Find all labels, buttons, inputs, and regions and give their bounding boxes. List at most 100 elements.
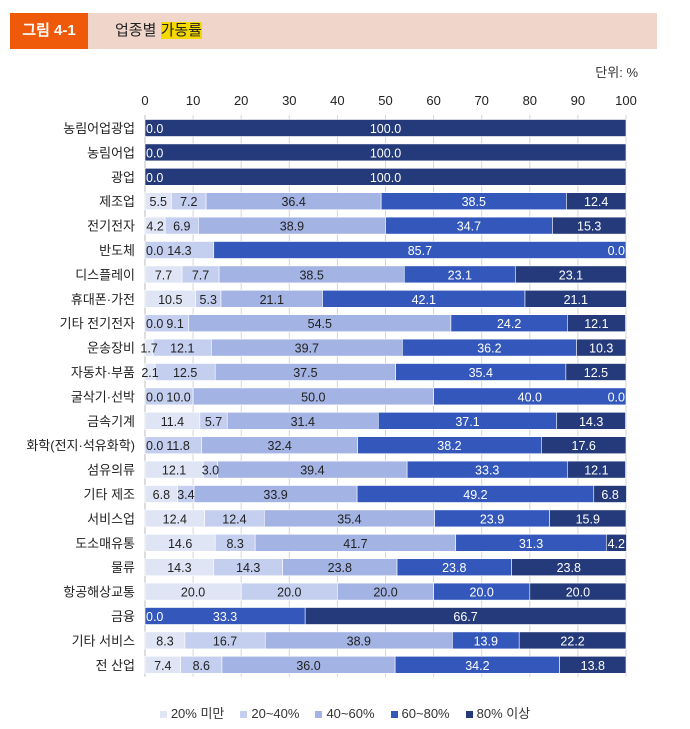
data-label: 12.5 (584, 366, 608, 380)
data-label: 20.0 (277, 586, 301, 600)
data-label: 17.6 (572, 439, 596, 453)
data-label: 7.7 (155, 268, 172, 282)
legend-item: 60~80% (390, 706, 450, 721)
data-label: 23.8 (328, 561, 352, 575)
data-label: 11.8 (166, 439, 189, 453)
data-label: 12.5 (173, 366, 197, 380)
data-label: 20.0 (181, 586, 205, 600)
data-label: 23.9 (480, 512, 504, 526)
data-label: 0.0 (608, 244, 625, 258)
data-label: 38.2 (437, 439, 461, 453)
legend-item: 80% 이상 (465, 703, 531, 722)
category-label: 광업 (111, 170, 135, 185)
x-tick-label: 80 (523, 93, 537, 108)
category-label: 굴삭기·선박 (71, 389, 135, 404)
data-label: 4.2 (608, 537, 625, 551)
category-label: 자동차·부품 (71, 365, 135, 380)
bar-segment (567, 460, 626, 479)
bar-segment (518, 631, 627, 650)
bar-segment (144, 168, 627, 186)
x-tick-label: 30 (282, 93, 296, 108)
legend-label: 20~40% (251, 706, 300, 721)
data-label: 12.1 (584, 464, 608, 478)
data-label: 14.3 (236, 561, 260, 575)
data-label: 6.8 (601, 488, 618, 502)
category-label: 운송장비 (87, 341, 135, 356)
category-label: 금속기계 (87, 414, 135, 429)
data-label: 7.7 (192, 268, 209, 282)
bar-segment (524, 289, 627, 308)
data-label: 14.6 (168, 537, 192, 551)
category-label: 기타 서비스 (72, 633, 135, 648)
data-label: 0.0 (608, 390, 625, 404)
x-tick-label: 40 (330, 93, 344, 108)
data-label: 21.1 (564, 293, 588, 307)
category-label: 기타 전기전자 (60, 316, 135, 331)
bar-segment (304, 607, 627, 625)
data-label: 7.2 (180, 195, 197, 209)
data-label: 12.1 (170, 342, 194, 356)
bar-segment (559, 655, 627, 674)
data-label: 100.0 (370, 146, 401, 160)
data-label: 39.7 (295, 342, 319, 356)
data-label: 20.0 (470, 586, 494, 600)
legend-label: 60~80% (401, 706, 450, 721)
data-label: 32.4 (268, 439, 292, 453)
data-label: 36.2 (477, 342, 501, 356)
category-label: 화학(전지·석유화학) (26, 438, 135, 453)
data-label: 14.3 (579, 415, 603, 429)
unit-label: 단위: % (595, 65, 638, 80)
bar-segment (566, 192, 627, 210)
data-label: 10.5 (158, 293, 182, 307)
x-tick-label: 0 (141, 93, 148, 108)
data-label: 0.0 (146, 171, 163, 185)
figure-title: 업종별 가동률 (115, 13, 202, 49)
x-tick-label: 20 (234, 93, 248, 108)
data-label: 31.3 (519, 537, 543, 551)
category-label: 농림어업광업 (63, 121, 135, 136)
data-label: 38.9 (347, 634, 371, 648)
data-label: 24.2 (497, 317, 521, 331)
data-label: 5.7 (205, 415, 222, 429)
bar-segment (144, 143, 627, 162)
category-label: 섬유의류 (87, 463, 135, 478)
data-label: 13.8 (581, 659, 605, 673)
x-tick-label: 90 (571, 93, 585, 108)
bar-segment (556, 411, 626, 430)
data-label: 66.7 (453, 610, 477, 624)
data-label: 10.3 (589, 342, 613, 356)
data-label: 2.1 (141, 366, 158, 380)
data-label: 54.5 (308, 317, 332, 331)
bar-segment (552, 216, 627, 235)
category-label: 도소매유통 (75, 536, 135, 551)
bar-segment (511, 558, 627, 577)
data-label: 100.0 (370, 122, 401, 136)
legend-swatch (159, 711, 167, 719)
category-label: 디스플레이 (75, 267, 135, 282)
data-label: 12.4 (584, 195, 608, 209)
data-label: 8.3 (226, 537, 243, 551)
data-label: 100.0 (370, 171, 401, 185)
data-label: 0.0 (146, 122, 163, 136)
legend-item: 20~40% (240, 706, 299, 721)
data-label: 5.3 (200, 293, 217, 307)
data-label: 0.0 (146, 610, 163, 624)
data-label: 38.5 (462, 195, 486, 209)
data-label: 0.0 (146, 146, 163, 160)
data-label: 0.0 (146, 439, 163, 453)
x-tick-label: 50 (378, 93, 392, 108)
legend-label: 80% 이상 (476, 706, 531, 721)
data-label: 21.1 (260, 293, 284, 307)
legend-label: 20% 미만 (170, 706, 225, 721)
category-label: 전 산업 (96, 658, 136, 673)
category-label: 물류 (111, 560, 135, 575)
bar-segment (515, 265, 627, 284)
data-label: 1.7 (140, 342, 157, 356)
bar-segment (541, 436, 627, 455)
data-label: 20.0 (373, 586, 397, 600)
legend-label: 40~60% (326, 706, 375, 721)
bar-segment (549, 509, 627, 528)
data-label: 3.4 (177, 488, 194, 502)
legend-swatch (240, 711, 248, 719)
